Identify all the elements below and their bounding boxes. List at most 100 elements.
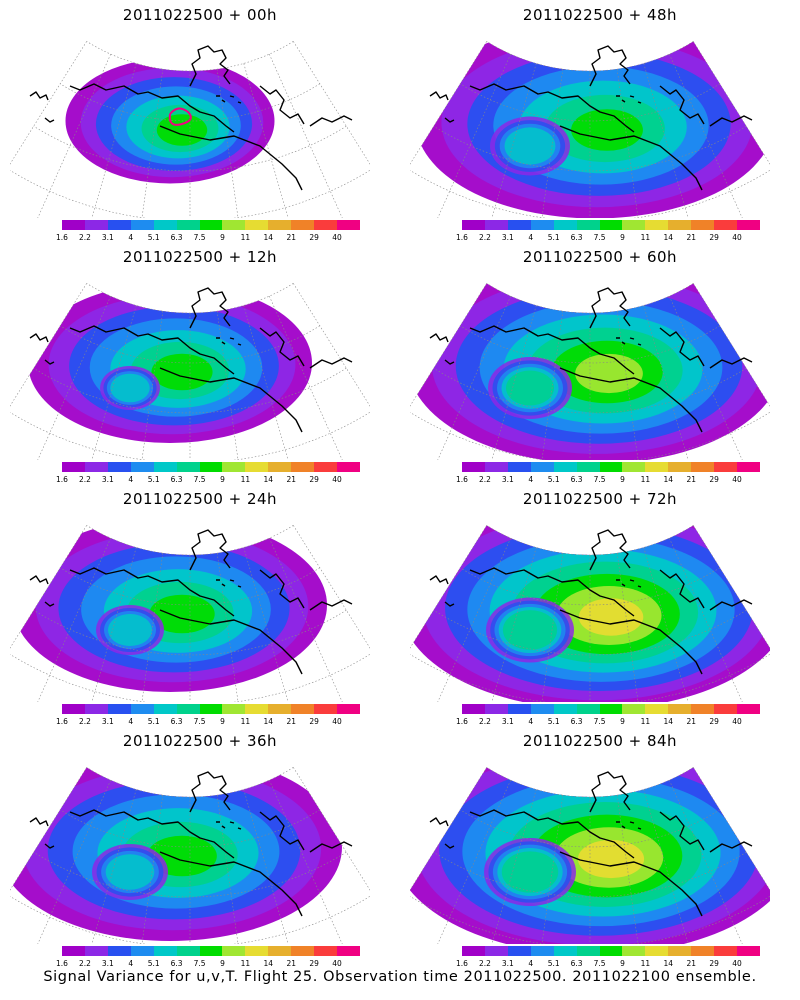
colorbar-tick-label: 14 [263,959,274,968]
colorbar-swatch [222,704,246,714]
colorbar-swatch [714,220,738,230]
colorbar-tick-label: 40 [732,233,742,242]
colorbar-tick-label: 11 [640,233,651,242]
colorbar-swatch [337,462,360,472]
colorbar-swatch [530,704,554,714]
colorbar-tick-label: 1.6 [56,717,68,726]
colorbar-tick-label: 29 [309,475,319,484]
colorbar-swatch [314,220,338,230]
colorbar-swatch [691,220,715,230]
map-panel-p00: 2011022500 + 00h 1.6 2.2 3.1 4 5.1 6.3 7.5 9 11 14… [0,0,400,242]
colorbar-tick-label: 7.5 [193,717,206,726]
colorbar-swatch [62,462,85,472]
colorbar-tick-label: 9 [220,233,225,242]
colorbar-swatch [84,220,108,230]
colorbar-swatch [153,220,177,230]
coastline [29,771,353,917]
colorbar-swatch [268,946,292,956]
colorbar-swatch [130,704,154,714]
colorbar-tick-label: 1.6 [456,475,468,484]
colorbar-swatch [176,220,200,230]
colorbar-ticks: 1.6 2.2 3.1 4 5.1 6.3 7.5 9 11 14 21 29 40 [450,959,772,969]
colorbar-tick-label: 7.5 [193,233,206,242]
colorbar-swatch [245,704,269,714]
colorbar-tick-label: 2.2 [78,233,91,242]
colorbar-tick-label: 3.1 [501,959,514,968]
colorbar-swatch [268,704,292,714]
colorbar-tick-label: 3.1 [101,717,114,726]
colorbar [462,704,760,714]
panel-title: 2011022500 + 84h [522,732,678,750]
colorbar-swatch [222,462,246,472]
colorbar-swatch [668,462,692,472]
variance-contour [501,851,559,893]
colorbar-tick-label: 1.6 [456,717,468,726]
colorbar-swatch [199,220,223,230]
colorbar-tick-label: 21 [286,475,296,484]
colorbar-tick-label: 1.6 [456,233,468,242]
colorbar-tick-label: 3.1 [101,233,114,242]
variance-field [410,525,770,702]
polar-map [410,283,770,460]
colorbar-tick-label: 29 [709,475,719,484]
colorbar-swatch [599,220,623,230]
colorbar-swatch [314,946,338,956]
colorbar-tick-label: 7.5 [593,717,606,726]
colorbar-swatch [314,704,338,714]
colorbar-swatch [622,704,646,714]
colorbar-tick-label: 11 [640,959,651,968]
colorbar-swatch [153,462,177,472]
colorbar-swatch [599,704,623,714]
colorbar [62,946,360,956]
variance-contour [504,127,556,165]
colorbar-swatch [176,462,200,472]
colorbar-tick-label: 2.2 [78,959,91,968]
colorbar-swatch [484,220,508,230]
colorbar-tick-label: 5.1 [147,233,160,242]
colorbar-swatch [245,946,269,956]
colorbar-swatch [176,946,200,956]
colorbar-swatch [507,704,531,714]
colorbar-swatch [107,704,131,714]
variance-contour [575,353,643,394]
colorbar-tick-label: 2.2 [478,717,491,726]
colorbar-tick-label: 4 [128,959,134,968]
colorbar-swatch [62,220,85,230]
polar-map [10,283,370,460]
colorbar-swatch [337,220,360,230]
colorbar-swatch [153,946,177,956]
coastline [429,287,753,433]
colorbar-tick-label: 29 [309,717,319,726]
graticule [10,283,370,460]
colorbar-swatch [130,462,154,472]
colorbar-tick-label: 2.2 [478,233,491,242]
panel-title: 2011022500 + 12h [122,248,278,266]
colorbar-tick-label: 7.5 [593,475,606,484]
colorbar-swatch [737,220,760,230]
colorbar-swatch [714,462,738,472]
polar-map [10,41,370,218]
colorbar-tick-label: 9 [620,233,625,242]
colorbar-tick-label: 40 [332,233,342,242]
colorbar-swatch [714,704,738,714]
colorbar-tick-label: 5.1 [547,717,560,726]
graticule [10,525,370,702]
colorbar-tick-label: 3.1 [501,233,514,242]
graticule [10,767,370,944]
colorbar-tick-label: 7.5 [193,959,206,968]
variance-contour [149,594,215,634]
colorbar-tick-label: 5.1 [147,475,160,484]
colorbar-tick-label: 29 [709,717,719,726]
colorbar-ticks: 1.6 2.2 3.1 4 5.1 6.3 7.5 9 11 14 21 29 40 [450,475,772,485]
colorbar-tick-label: 14 [663,475,674,484]
colorbar-ticks: 1.6 2.2 3.1 4 5.1 6.3 7.5 9 11 14 21 29 40 [450,233,772,243]
colorbar-tick-label: 29 [709,959,719,968]
colorbar-tick-label: 21 [686,717,696,726]
colorbar-swatch [484,462,508,472]
coastline [29,287,353,433]
colorbar-swatch [291,946,315,956]
colorbar-swatch [314,462,338,472]
colorbar-tick-label: 21 [686,233,696,242]
colorbar-tick-label: 11 [240,717,251,726]
coastline [29,45,353,191]
